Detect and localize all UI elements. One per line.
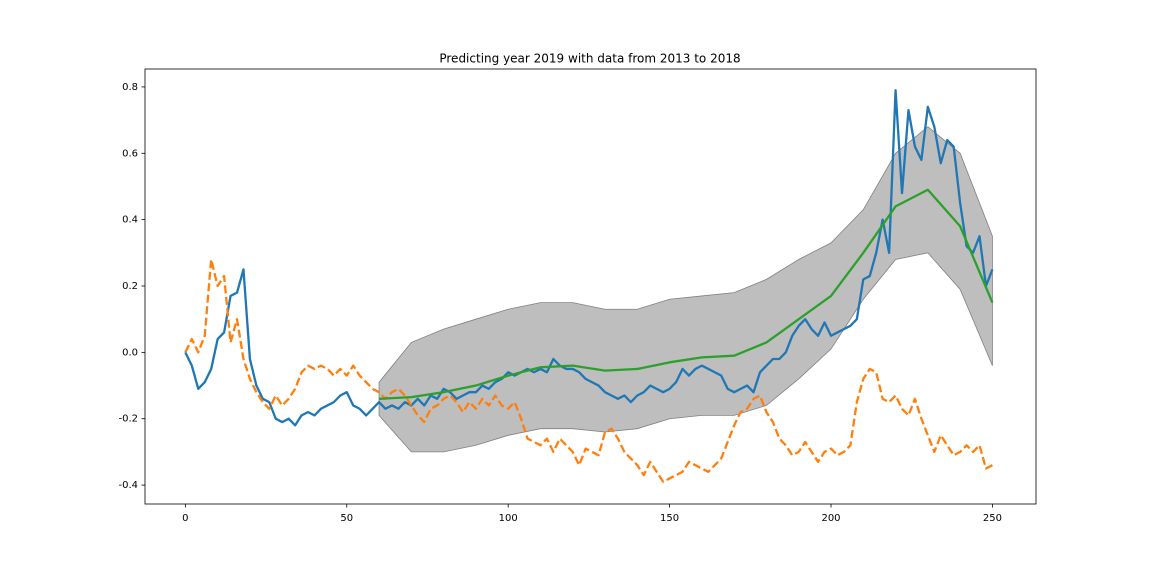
chart-title: Predicting year 2019 with data from 2013… — [439, 52, 740, 66]
x-tick-label: 150 — [660, 513, 679, 524]
line-series — [184, 258, 993, 483]
y-tick-label: -0.2 — [118, 414, 138, 425]
y-tick-label: 0.4 — [122, 215, 138, 226]
y-tick-label: 0.6 — [122, 148, 138, 159]
y-tick-label: 0.8 — [122, 82, 138, 93]
x-tick-label: 100 — [499, 513, 518, 524]
line-series — [184, 89, 994, 427]
y-tick-label: -0.4 — [118, 480, 138, 491]
y-tick-label: 0.0 — [122, 347, 138, 358]
line-series — [378, 188, 994, 400]
x-tick-label: 0 — [182, 513, 188, 524]
plot-frame — [144, 68, 1037, 505]
x-tick-label: 200 — [821, 513, 840, 524]
x-tick-label: 50 — [340, 513, 353, 524]
x-tick-label: 250 — [983, 513, 1002, 524]
y-tick-label: 0.2 — [122, 281, 138, 292]
